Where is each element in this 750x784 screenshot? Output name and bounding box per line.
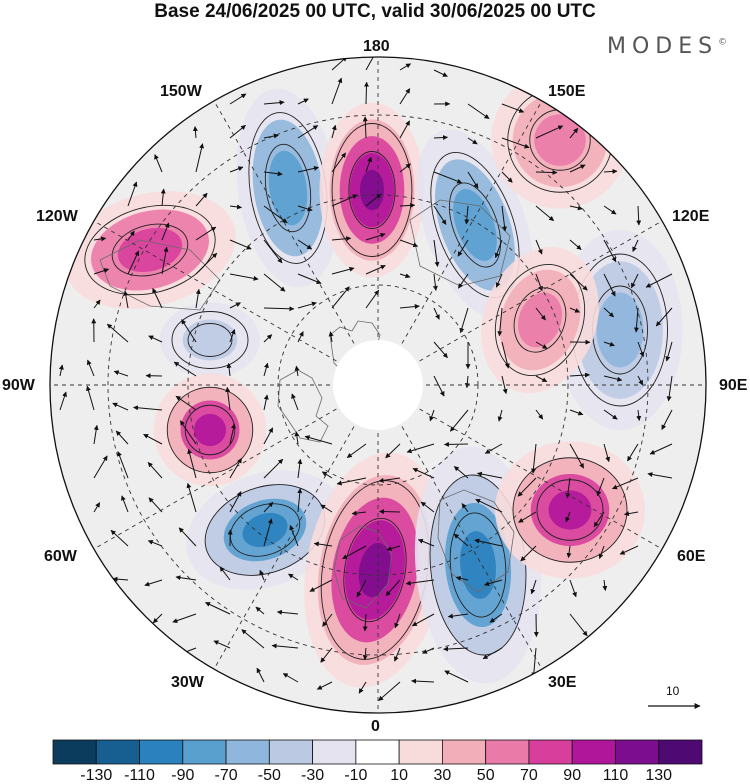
colorbar-swatch bbox=[140, 740, 183, 764]
colorbar-swatch bbox=[313, 740, 356, 764]
colorbar bbox=[53, 740, 702, 764]
colorbar-tick-label: 50 bbox=[477, 768, 495, 784]
lon-label-60w: 60W bbox=[44, 548, 77, 566]
colorbar-tick-label: 130 bbox=[645, 768, 672, 784]
colorbar-tick-label: 70 bbox=[520, 768, 538, 784]
lon-label-0: 0 bbox=[371, 718, 380, 736]
wind-arrow bbox=[444, 444, 468, 445]
wind-arrow bbox=[366, 82, 367, 104]
anomaly-contour bbox=[194, 414, 226, 446]
colorbar-tick-label: -30 bbox=[301, 768, 324, 784]
colorbar-swatch bbox=[356, 740, 399, 764]
colorbar-swatch bbox=[486, 740, 529, 764]
colorbar-swatch bbox=[53, 740, 96, 764]
colorbar-swatch bbox=[226, 740, 269, 764]
wind-arrow bbox=[380, 512, 401, 513]
lon-label-90e: 90E bbox=[719, 377, 747, 395]
colorbar-tick-label: 30 bbox=[433, 768, 451, 784]
colorbar-tick-label: -130 bbox=[80, 768, 112, 784]
lon-label-120e: 120E bbox=[672, 208, 709, 226]
wind-arrow bbox=[434, 137, 448, 138]
lon-label-120w: 120W bbox=[36, 208, 78, 226]
pole-mask bbox=[333, 340, 423, 430]
colorbar-tick-label: 90 bbox=[563, 768, 581, 784]
anomaly-contour bbox=[360, 170, 384, 210]
colorbar-swatch bbox=[96, 740, 139, 764]
anomaly-contour bbox=[549, 490, 592, 529]
anomaly-high-bering bbox=[320, 103, 425, 278]
lon-label-150w: 150W bbox=[160, 83, 202, 101]
colorbar-swatch bbox=[183, 740, 226, 764]
colorbar-tick-label: -10 bbox=[344, 768, 367, 784]
colorbar-tick-label: -110 bbox=[124, 768, 155, 784]
colorbar-swatch bbox=[615, 740, 658, 764]
lon-label-90w: 90W bbox=[2, 377, 35, 395]
lon-label-30w: 30W bbox=[171, 674, 204, 692]
colorbar-swatch bbox=[269, 740, 312, 764]
colorbar-tick-label: -70 bbox=[215, 768, 238, 784]
lon-label-30e: 30E bbox=[548, 674, 576, 692]
anomaly-contour bbox=[534, 114, 586, 166]
map-disc bbox=[40, 50, 720, 730]
colorbar-swatch bbox=[442, 740, 485, 764]
colorbar-swatch bbox=[659, 740, 702, 764]
colorbar-tick-label: 110 bbox=[603, 768, 629, 784]
reference-vector-label: 10 bbox=[666, 684, 679, 698]
lon-label-60e: 60E bbox=[677, 548, 705, 566]
anomaly-high-west-siberia bbox=[495, 441, 645, 579]
colorbar-tick-label: -50 bbox=[258, 768, 281, 784]
anomaly-high-hudson-bay bbox=[154, 374, 267, 487]
colorbar-swatch bbox=[399, 740, 442, 764]
anomaly-low-north-canada bbox=[160, 303, 260, 378]
colorbar-tick-label: -90 bbox=[171, 768, 194, 784]
colorbar-tick-label: 10 bbox=[390, 768, 408, 784]
lon-label-180: 180 bbox=[363, 38, 390, 56]
colorbar-swatch bbox=[529, 740, 572, 764]
wind-arrow bbox=[536, 172, 557, 173]
colorbar-swatch bbox=[572, 740, 615, 764]
lon-label-150e: 150E bbox=[548, 83, 585, 101]
